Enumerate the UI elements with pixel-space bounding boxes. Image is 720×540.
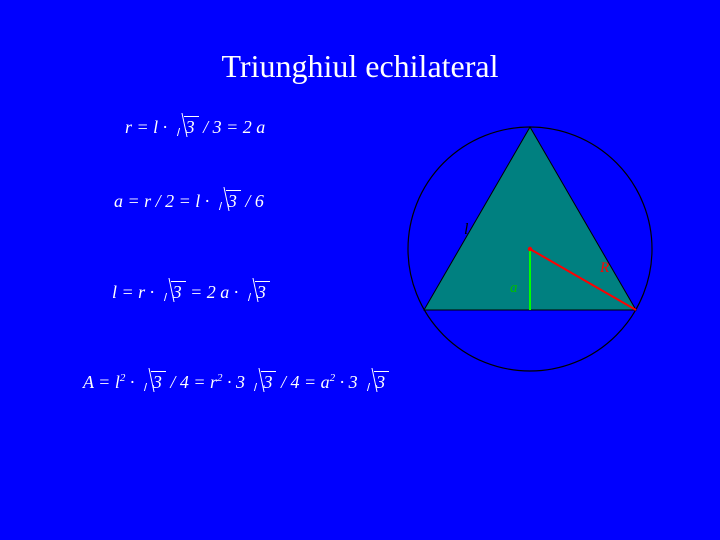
sqrt-icon: 3 (249, 369, 276, 393)
center-dot (528, 247, 532, 251)
side-label: l (464, 221, 469, 238)
formula-text: / 3 = 2 a (199, 117, 266, 137)
sqrt-icon: 3 (139, 369, 166, 393)
formula-area: A = l2 · 3 / 4 = r2 · 3 3 / 4 = a2 · 3 3 (83, 369, 389, 393)
sqrt-icon: 3 (159, 279, 186, 303)
apothem-label: a (510, 280, 518, 296)
sqrt-icon: 3 (172, 114, 199, 138)
formula-text: r = l · (125, 117, 172, 137)
sqrt-icon: 3 (243, 279, 270, 303)
formula-text: A = l (83, 372, 120, 392)
formula-apothem: a = r / 2 = l · 3 / 6 (114, 188, 264, 212)
formula-side: l = r · 3 = 2 a · 3 (112, 279, 270, 303)
formula-text: a = r / 2 = l · (114, 191, 214, 211)
formula-text: l = r · (112, 282, 159, 302)
formula-circumradius: r = l · 3 / 3 = 2 a (125, 114, 265, 138)
triangle-diagram: l R a (380, 124, 680, 384)
page-title: Triunghiul echilateral (0, 48, 720, 85)
formula-text: / 6 (241, 191, 264, 211)
formula-text: = 2 a · (186, 282, 243, 302)
sqrt-icon: 3 (214, 188, 241, 212)
radius-label: R (599, 260, 609, 276)
